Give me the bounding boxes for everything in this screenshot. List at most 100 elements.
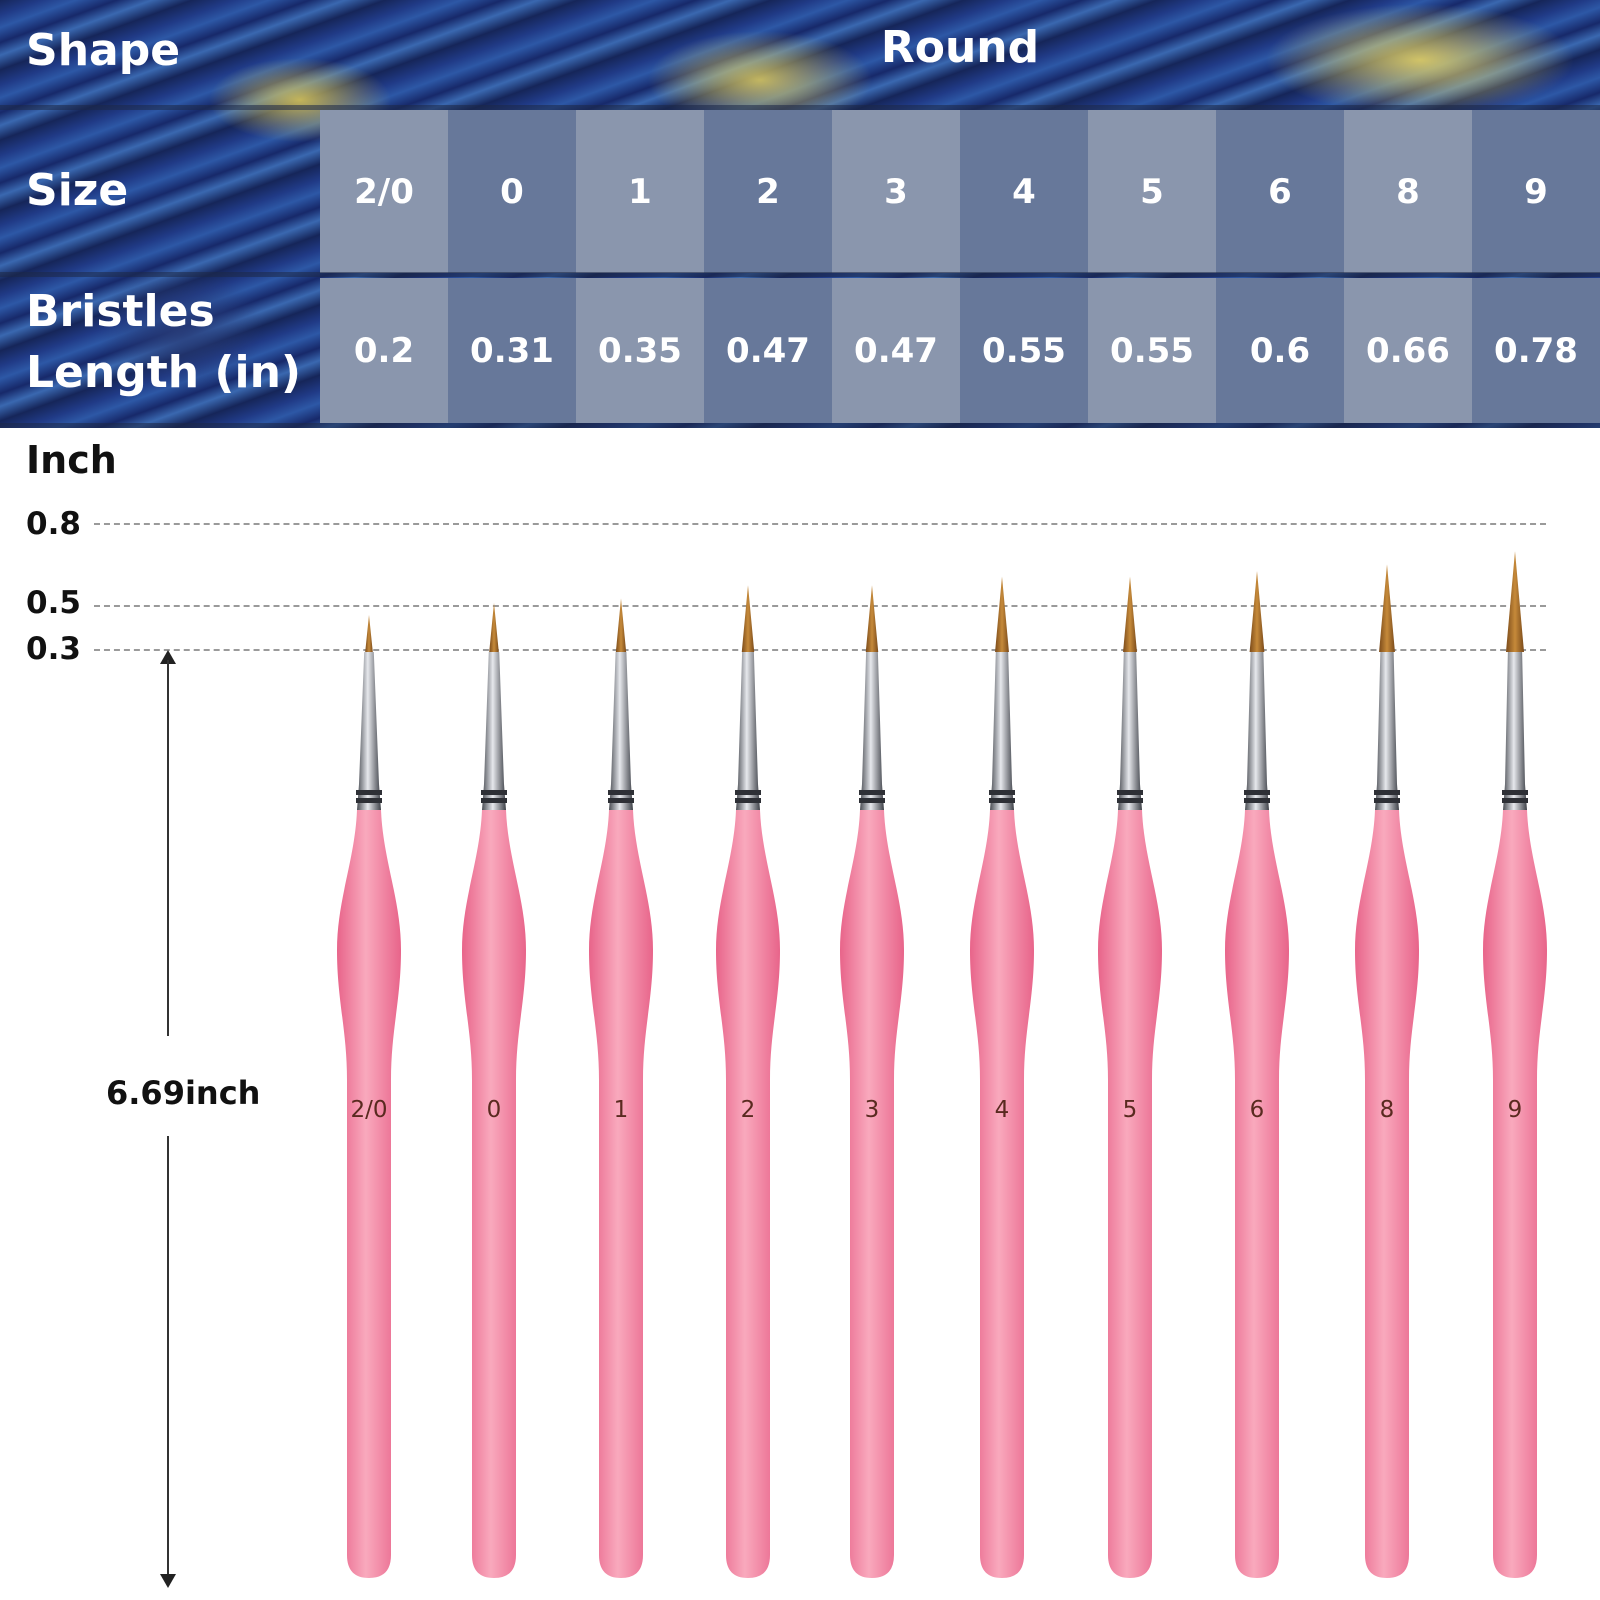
size-cell: 6 — [1216, 110, 1344, 273]
ferrule-ring — [1244, 790, 1270, 795]
brush-handle — [1098, 810, 1162, 1578]
length-cell: 0.47 — [832, 278, 960, 423]
dimension-line — [167, 1136, 169, 1576]
brush-handle — [970, 810, 1034, 1578]
row-divider — [0, 105, 1600, 110]
paint-brush — [589, 598, 653, 1578]
length-cell: 0.31 — [448, 278, 576, 423]
length-row: 0.2 0.31 0.35 0.47 0.47 0.55 0.55 0.6 0.… — [320, 278, 1600, 423]
tick-label: 0.3 — [26, 631, 81, 667]
size-cell: 1 — [576, 110, 704, 273]
paint-brush — [1098, 576, 1162, 1578]
brush-handle — [840, 810, 904, 1578]
paint-brush — [462, 602, 526, 1578]
row-divider — [0, 423, 1600, 428]
length-cell: 0.78 — [1472, 278, 1600, 423]
unit-label: Inch — [26, 438, 117, 482]
paint-brush — [840, 585, 904, 1578]
ferrule — [609, 652, 633, 810]
ferrule-ring — [356, 798, 382, 803]
ferrule-ring — [481, 790, 507, 795]
ferrule-ring — [1244, 798, 1270, 803]
length-cell: 0.2 — [320, 278, 448, 423]
size-row: 2/0 0 1 2 3 4 5 6 8 9 — [320, 110, 1600, 273]
ferrule-ring — [735, 798, 761, 803]
bristle-tip — [1249, 571, 1265, 652]
brush-handle — [1355, 810, 1419, 1578]
handle-length-label: 6.69inch — [106, 1074, 261, 1112]
ferrule-ring — [1502, 798, 1528, 803]
size-cell: 2/0 — [320, 110, 448, 273]
ferrule-ring — [989, 790, 1015, 795]
brush-handle — [1225, 810, 1289, 1578]
brush-number: 3 — [864, 1097, 880, 1123]
ferrule-ring — [608, 790, 634, 795]
ferrule — [860, 652, 884, 810]
tick-line — [94, 605, 1546, 607]
paint-brush — [337, 615, 401, 1578]
paint-brush — [716, 585, 780, 1578]
ferrule-ring — [1117, 790, 1143, 795]
ferrule — [736, 652, 760, 810]
length-cell: 0.35 — [576, 278, 704, 423]
ferrule — [990, 652, 1014, 810]
brush-number: 6 — [1249, 1097, 1265, 1123]
bristle-tip — [1505, 551, 1525, 652]
length-cell: 0.6 — [1216, 278, 1344, 423]
dimension-line — [167, 660, 169, 1036]
paint-brush — [1483, 551, 1547, 1578]
ferrule-ring — [481, 798, 507, 803]
size-cell: 9 — [1472, 110, 1600, 273]
size-cell: 0 — [448, 110, 576, 273]
size-cell: 5 — [1088, 110, 1216, 273]
size-cell: 2 — [704, 110, 832, 273]
bristle-tip — [741, 585, 755, 652]
length-label-line1: Bristles — [26, 286, 215, 337]
bristle-tip — [865, 585, 879, 652]
paint-brush — [970, 576, 1034, 1578]
ferrule-ring — [356, 790, 382, 795]
length-cell: 0.55 — [1088, 278, 1216, 423]
ferrule — [357, 652, 381, 810]
bristle-tip — [1123, 576, 1137, 652]
length-label-line2: Length (in) — [26, 347, 301, 398]
brush-number: 8 — [1379, 1097, 1395, 1123]
arrow-up-icon — [160, 650, 176, 664]
tick-label: 0.5 — [26, 585, 81, 621]
brush-number: 0 — [486, 1097, 502, 1123]
paint-brush — [1355, 564, 1419, 1578]
brush-number: 4 — [994, 1097, 1010, 1123]
size-cell: 3 — [832, 110, 960, 273]
size-cell: 8 — [1344, 110, 1472, 273]
brush-number: 2 — [740, 1097, 756, 1123]
size-label: Size — [26, 165, 129, 216]
bristle-tip — [995, 576, 1009, 652]
ferrule — [1118, 652, 1142, 810]
tick-label: 0.8 — [26, 506, 81, 542]
ferrule-ring — [859, 790, 885, 795]
length-cell: 0.66 — [1344, 278, 1472, 423]
ferrule-ring — [735, 790, 761, 795]
shape-label: Shape — [26, 25, 181, 76]
spec-table: Shape Round Size 2/0 0 1 2 3 4 5 6 8 9 B… — [0, 0, 1600, 428]
length-cell: 0.55 — [960, 278, 1088, 423]
ferrule — [1245, 652, 1269, 810]
size-cell: 4 — [960, 110, 1088, 273]
ferrule — [1375, 652, 1399, 810]
brush-number: 2/0 — [350, 1097, 388, 1123]
ferrule-ring — [859, 798, 885, 803]
ferrule — [482, 652, 506, 810]
shape-value: Round — [880, 22, 1040, 73]
bristle-tip — [615, 598, 627, 652]
ferrule-ring — [1502, 790, 1528, 795]
brush-handle — [716, 810, 780, 1578]
ferrule-ring — [989, 798, 1015, 803]
bristle-tip — [365, 615, 373, 652]
row-divider — [0, 272, 1600, 277]
brush-number: 9 — [1507, 1097, 1523, 1123]
ferrule-ring — [608, 798, 634, 803]
ferrule-ring — [1374, 790, 1400, 795]
ferrule-ring — [1117, 798, 1143, 803]
brush-handle — [589, 810, 653, 1578]
